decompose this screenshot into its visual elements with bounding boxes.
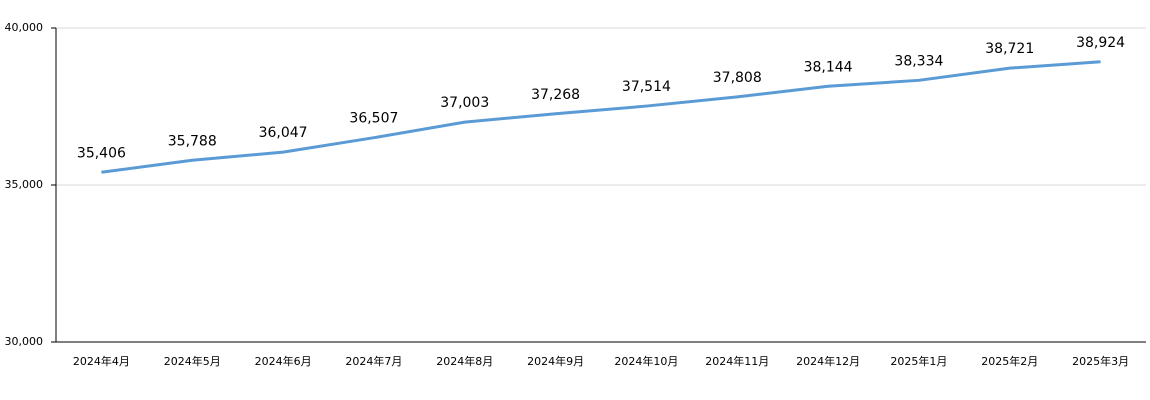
x-tick-label: 2025年1月 [890,354,947,368]
data-label: 36,047 [259,125,308,141]
data-label: 38,721 [985,41,1034,57]
x-tick-label: 2024年8月 [436,354,493,368]
x-tick-label: 2024年12月 [796,354,860,368]
data-label: 38,924 [1076,35,1125,51]
x-tick-label: 2024年7月 [345,354,402,368]
data-label: 37,514 [622,79,671,95]
data-line [101,60,1101,174]
data-label: 38,144 [804,59,853,75]
x-tick-label: 2024年9月 [527,354,584,368]
data-label: 35,406 [77,145,126,161]
data-label: 37,808 [713,70,762,86]
data-label: 35,788 [168,133,217,149]
data-label: 36,507 [349,111,398,127]
data-label: 37,268 [531,87,580,103]
data-label: 37,003 [440,95,489,111]
y-tick-label: 40,000 [5,21,44,34]
x-tick-label: 2024年11月 [705,354,769,368]
x-tick-label: 2024年6月 [255,354,312,368]
y-tick-label: 30,000 [5,335,44,348]
x-tick-label: 2025年2月 [981,354,1038,368]
data-label: 38,334 [894,53,943,69]
x-tick-label: 2024年4月 [73,354,130,368]
x-tick-label: 2025年3月 [1072,354,1129,368]
x-tick-label: 2024年5月 [164,354,221,368]
y-tick-label: 35,000 [5,178,44,191]
x-tick-label: 2024年10月 [614,354,678,368]
